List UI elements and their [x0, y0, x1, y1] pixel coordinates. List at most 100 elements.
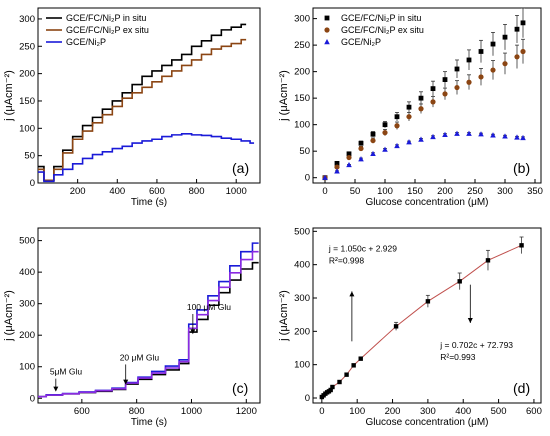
plot-frame [37, 227, 261, 404]
plot-frame [37, 7, 261, 184]
data-point [394, 123, 400, 129]
data-point [430, 133, 436, 140]
y-axis-label: j (μAcm⁻²) [278, 70, 290, 122]
legend-swatch [324, 27, 330, 33]
y-tick-label: 400 [19, 267, 35, 278]
data-point [418, 95, 424, 101]
y-tick-label: 400 [294, 260, 310, 271]
x-tick-label: 300 [497, 186, 513, 197]
data-point [457, 279, 462, 284]
panel-0: 200 400 600 800 1000 0 50 100 150 200 250 300 Time (… [3, 7, 261, 208]
arrow-head [123, 379, 129, 385]
data-point [502, 34, 508, 40]
data-point [490, 41, 496, 47]
x-tick-label: 1000 [181, 406, 202, 417]
data-point [425, 299, 431, 304]
x-tick-label: 1200 [236, 406, 257, 417]
y-tick-label: 0 [30, 178, 35, 189]
x-axis-label: Glucose concentration (μM) [365, 417, 488, 428]
legend-swatch [324, 39, 330, 45]
data-point [418, 106, 424, 112]
data-point [454, 84, 460, 91]
legend-label: GCE/Ni₂P [341, 37, 381, 47]
data-point [514, 134, 520, 140]
data-point [519, 243, 524, 248]
legend-label: GCE/Ni₂P [66, 37, 106, 47]
y-tick-label: 200 [294, 326, 310, 337]
x-tick-label: 100 [349, 406, 365, 417]
y-tick-label: 100 [294, 360, 310, 371]
panel-label: (c) [232, 380, 248, 396]
data-point [442, 91, 448, 97]
data-point [490, 132, 496, 138]
x-tick-label: 1000 [226, 186, 247, 197]
y-tick-label: 100 [19, 362, 35, 373]
y-tick-label: 100 [294, 120, 310, 131]
data-point [520, 48, 526, 55]
data-point [466, 130, 472, 136]
x-tick-label: 0 [319, 406, 324, 417]
data-point [466, 57, 472, 63]
y-tick-label: 150 [19, 96, 35, 107]
y-tick-label: 50 [299, 146, 310, 157]
data-point [382, 146, 388, 152]
data-point [490, 67, 496, 73]
data-point [370, 131, 376, 137]
panel-label: (a) [232, 160, 249, 176]
x-tick-label: 600 [526, 406, 542, 417]
plot-frame [312, 7, 542, 184]
y-tick-label: 0 [30, 393, 35, 404]
data-point [393, 324, 399, 329]
y-tick-label: 200 [19, 330, 35, 341]
arrow-head [467, 318, 473, 323]
x-tick-label: 0 [322, 186, 327, 197]
legend-label: GCE/FC/Ni₂P in situ [341, 13, 421, 23]
series-line [38, 132, 255, 183]
x-tick-label: 150 [407, 186, 423, 197]
data-point [346, 151, 352, 157]
y-tick-label: 200 [294, 67, 310, 78]
data-point [442, 77, 448, 82]
plot-area [319, 236, 524, 400]
data-point [478, 49, 484, 54]
data-point [394, 142, 400, 149]
data-point [344, 372, 349, 377]
equation-text: R²=0.998 [329, 255, 364, 265]
x-axis-label: Time (s) [131, 417, 167, 428]
data-point [370, 137, 376, 144]
y-tick-label: 300 [294, 293, 310, 304]
series-line [38, 23, 247, 182]
panel-3: 0 100 200 300 400 500 6000100200300400500Gluco… [278, 226, 542, 428]
y-tick-label: 0 [305, 393, 310, 404]
x-tick-label: 200 [437, 186, 453, 197]
x-tick-label: 50 [350, 186, 361, 197]
series-line [38, 38, 247, 182]
data-point [334, 160, 340, 166]
annotation-text: 20 μM Glu [120, 352, 160, 362]
panel-label: (b) [513, 160, 530, 176]
data-point [418, 136, 424, 142]
data-point [485, 258, 491, 263]
data-point [337, 379, 342, 385]
panel-2: 600 800 1000 1200 0 100 200 300 400 500 Time (s) j … [3, 227, 261, 428]
x-tick-label: 800 [129, 406, 145, 417]
y-tick-label: 300 [19, 299, 35, 310]
x-tick-label: 800 [189, 186, 205, 197]
series-line [38, 250, 259, 398]
data-point [382, 130, 388, 136]
y-tick-label: 0 [305, 173, 310, 184]
plot-area [38, 23, 255, 183]
data-point [346, 154, 352, 161]
legend-label: GCE/FC/Ni₂P in situ [66, 13, 146, 23]
data-point [370, 150, 376, 157]
data-point [351, 363, 356, 368]
data-point [514, 26, 520, 32]
data-point [478, 131, 484, 137]
data-point [430, 99, 436, 105]
y-tick-label: 300 [19, 14, 35, 25]
x-axis-label: Time (s) [131, 197, 167, 208]
x-tick-label: 300 [420, 406, 436, 417]
arrow-head [349, 291, 355, 297]
arrow-head [190, 329, 196, 335]
